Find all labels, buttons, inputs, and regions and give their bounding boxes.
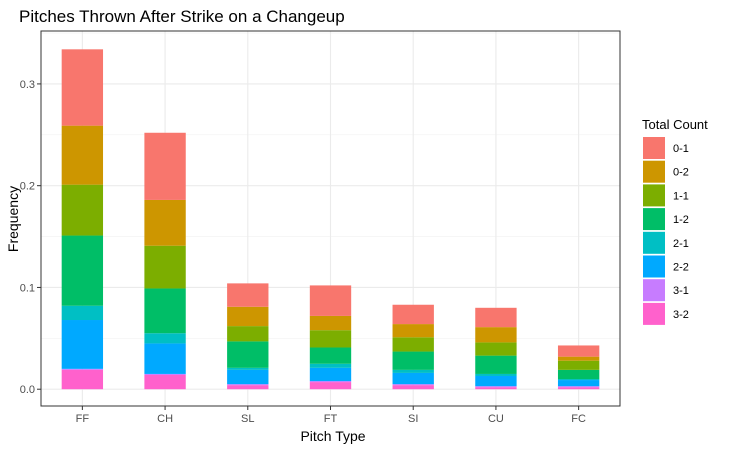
bar-segment-sl-3-2 (227, 385, 269, 390)
bar-segment-ft-0-2 (309, 315, 352, 331)
bar-segment-fc-1-1 (557, 360, 600, 370)
bar-segment-cu-2-1 (475, 373, 517, 376)
bar-segment-ff-0-2 (61, 125, 104, 185)
bar-segment-si-2-1 (392, 369, 434, 373)
bar-segment-ff-1-1 (61, 184, 104, 236)
bar-segment-sl-0-2 (227, 306, 269, 327)
bar-segment-cu-0-1 (475, 307, 517, 328)
bar-segment-sl-0-1 (227, 283, 269, 307)
legend-label-1-2: 1-2 (673, 214, 689, 226)
y-axis-title: Frequency (5, 186, 21, 252)
x-tick-label: SL (241, 413, 254, 425)
x-tick-label: SI (408, 413, 418, 425)
legend-title: Total Count (642, 117, 708, 132)
y-tick-label: 0.1 (20, 282, 35, 294)
legend-key-2-2 (643, 255, 665, 278)
legend-key-0-2 (643, 160, 665, 183)
x-axis-title: Pitch Type (300, 428, 365, 444)
bar-segment-ch-2-1 (144, 333, 186, 344)
bar-segment-ft-3-1 (309, 381, 352, 383)
bar-segment-fc-3-2 (557, 387, 600, 390)
legend-label-2-1: 2-1 (673, 238, 689, 250)
bar-segment-fc-1-2 (557, 369, 600, 380)
bar-segment-ff-3-2 (61, 369, 104, 390)
x-tick-label: CU (488, 413, 504, 425)
bar-segment-si-2-2 (392, 372, 434, 385)
bar-segment-cu-0-2 (475, 327, 517, 343)
bar-segment-cu-1-1 (475, 342, 517, 356)
bar-segment-si-1-2 (392, 351, 434, 370)
x-tick-label: CH (157, 413, 173, 425)
bar-segment-si-3-2 (392, 385, 434, 390)
plot-panel: 0.0 0.1 0.2 0.3 FF CH SL FT SI CU FC (20, 30, 621, 425)
legend-label-2-2: 2-2 (673, 262, 689, 274)
bar-segment-fc-3-1 (557, 386, 600, 388)
bar-segment-fc-0-1 (557, 345, 600, 357)
bar-segment-ft-2-2 (309, 367, 352, 382)
bar-segment-cu-3-2 (475, 387, 517, 390)
y-tick-label: 0.3 (20, 79, 35, 91)
bar-segment-ff-0-1 (61, 49, 104, 126)
legend-key-3-2 (643, 302, 665, 325)
legend-label-0-2: 0-2 (673, 167, 689, 179)
legend-key-1-2 (643, 208, 665, 231)
bar-segment-ft-2-1 (309, 363, 352, 368)
bar-segment-si-3-1 (392, 384, 434, 386)
bar-segment-si-1-1 (392, 337, 434, 352)
y-tick-label: 0.0 (20, 384, 35, 396)
legend-key-1-1 (643, 184, 665, 207)
bar-segment-cu-1-2 (475, 355, 517, 374)
bar-segment-ch-3-2 (144, 374, 186, 390)
bar-segment-ff-3-1 (61, 368, 104, 370)
bar-segment-ch-3-1 (144, 373, 186, 375)
legend-key-3-1 (643, 279, 665, 302)
bar-segment-cu-2-2 (475, 375, 517, 387)
chart-title: Pitches Thrown After Strike on a Changeu… (19, 7, 345, 26)
bar-segment-sl-2-2 (227, 369, 269, 385)
legend-key-2-1 (643, 231, 665, 254)
legend-label-3-2: 3-2 (673, 309, 689, 321)
legend-label-3-1: 3-1 (673, 285, 689, 297)
bar-segment-sl-1-1 (227, 326, 269, 342)
legend-key-0-1 (643, 137, 665, 159)
bar-segment-ff-1-2 (61, 235, 104, 306)
x-tick-label: FC (571, 413, 586, 425)
bar-segment-ch-2-2 (144, 343, 186, 374)
bar-segment-fc-2-2 (557, 380, 600, 387)
bar-segment-ch-0-2 (144, 199, 186, 246)
bar-segment-ft-0-1 (309, 285, 352, 316)
bar-segment-si-0-1 (392, 304, 434, 325)
x-tick-label: FT (324, 413, 338, 425)
bar-segment-fc-2-1 (557, 379, 600, 381)
bar-segment-ff-2-2 (61, 320, 104, 369)
legend: Total Count 0-1 0-2 1-1 1-2 2-1 2-2 3-1 3-2 (642, 117, 708, 325)
bar-segment-ch-1-2 (144, 288, 186, 334)
x-tick-label: FF (76, 413, 90, 425)
bar-segment-sl-2-1 (227, 367, 269, 370)
bar-segment-ff-2-1 (61, 305, 104, 321)
legend-label-0-1: 0-1 (673, 143, 689, 155)
bar-segment-sl-1-2 (227, 341, 269, 368)
bar-segment-ch-0-1 (144, 132, 186, 200)
bar-segment-cu-3-1 (475, 386, 517, 388)
bar-segment-sl-3-1 (227, 384, 269, 386)
y-tick-label: 0.2 (20, 181, 35, 193)
bar-segment-fc-0-2 (557, 356, 600, 361)
bar-segment-si-0-2 (392, 324, 434, 338)
legend-label-1-1: 1-1 (673, 190, 689, 202)
bar-segment-ch-1-1 (144, 245, 186, 289)
bar-segment-ft-1-1 (309, 330, 352, 348)
bar-segment-ft-3-2 (309, 382, 352, 390)
bar-segment-ft-1-2 (309, 347, 352, 364)
